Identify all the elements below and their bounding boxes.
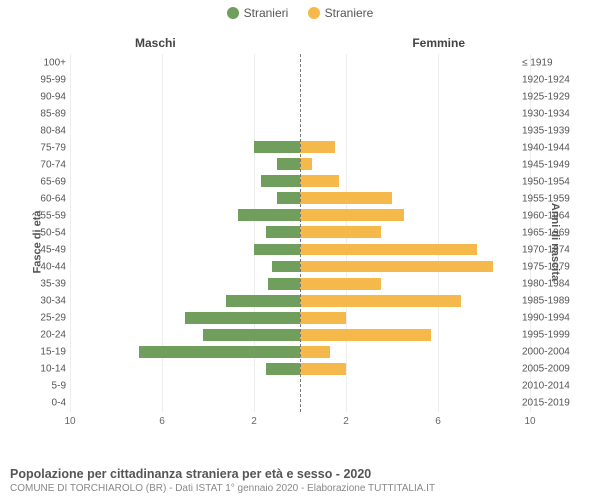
- plot-area: [70, 54, 530, 412]
- legend-label-female: Straniere: [325, 6, 374, 20]
- header-right: Femmine: [412, 36, 465, 50]
- bar-female: [300, 209, 404, 221]
- age-label: 95-99: [24, 74, 66, 85]
- birth-label: 1940-1944: [522, 142, 576, 153]
- legend-swatch-male: [227, 7, 239, 19]
- age-label: 45-49: [24, 245, 66, 256]
- birth-label: 1960-1964: [522, 210, 576, 221]
- age-label: 50-54: [24, 228, 66, 239]
- bar-female: [300, 244, 477, 256]
- x-tick: 10: [524, 416, 535, 427]
- age-label: 25-29: [24, 313, 66, 324]
- bar-female: [300, 158, 312, 170]
- bar-male: [203, 329, 300, 341]
- bar-female: [300, 346, 330, 358]
- birth-label: 1930-1934: [522, 108, 576, 119]
- birth-label: 1955-1959: [522, 193, 576, 204]
- age-label: 35-39: [24, 279, 66, 290]
- bar-male: [277, 192, 300, 204]
- chart-area: Maschi Femmine Fasce di età Anni di nasc…: [0, 32, 600, 452]
- bar-male: [238, 209, 300, 221]
- age-label: 30-34: [24, 296, 66, 307]
- birth-label: 1945-1949: [522, 159, 576, 170]
- age-label: 75-79: [24, 142, 66, 153]
- center-line: [300, 54, 301, 412]
- birth-label: 2015-2019: [522, 398, 576, 409]
- birth-label: 2010-2014: [522, 381, 576, 392]
- x-tick: 6: [435, 416, 441, 427]
- age-label: 80-84: [24, 125, 66, 136]
- bar-male: [277, 158, 300, 170]
- age-label: 70-74: [24, 159, 66, 170]
- bar-male: [272, 261, 300, 273]
- bar-female: [300, 278, 381, 290]
- legend-label-male: Stranieri: [244, 6, 289, 20]
- age-label: 65-69: [24, 176, 66, 187]
- bar-male: [266, 226, 301, 238]
- age-label: 40-44: [24, 262, 66, 273]
- x-axis: 10622610: [70, 416, 530, 432]
- birth-label: 1995-1999: [522, 330, 576, 341]
- age-label: 90-94: [24, 91, 66, 102]
- birth-label: 1950-1954: [522, 176, 576, 187]
- bar-male: [226, 295, 300, 307]
- bar-female: [300, 295, 461, 307]
- birth-label: 1980-1984: [522, 279, 576, 290]
- x-tick: 2: [343, 416, 349, 427]
- bar-male: [185, 312, 300, 324]
- birth-label: 1925-1929: [522, 91, 576, 102]
- bar-male: [254, 141, 300, 153]
- x-tick: 10: [64, 416, 75, 427]
- legend: Stranieri Straniere: [0, 6, 600, 22]
- age-label: 85-89: [24, 108, 66, 119]
- birth-label: 1965-1969: [522, 228, 576, 239]
- header-left: Maschi: [135, 36, 176, 50]
- birth-label: 2005-2009: [522, 364, 576, 375]
- birth-label: ≤ 1919: [522, 57, 576, 68]
- bar-female: [300, 141, 335, 153]
- bar-female: [300, 261, 493, 273]
- pyramid-chart: Stranieri Straniere Maschi Femmine Fasce…: [0, 0, 600, 500]
- footer: Popolazione per cittadinanza straniera p…: [10, 467, 435, 494]
- x-tick: 6: [159, 416, 165, 427]
- age-label: 100+: [24, 57, 66, 68]
- bar-male: [268, 278, 300, 290]
- bar-female: [300, 226, 381, 238]
- legend-swatch-female: [308, 7, 320, 19]
- legend-item-male: Stranieri: [227, 6, 289, 20]
- age-label: 10-14: [24, 364, 66, 375]
- age-label: 55-59: [24, 210, 66, 221]
- bar-male: [139, 346, 300, 358]
- bar-male: [261, 175, 300, 187]
- bar-female: [300, 363, 346, 375]
- birth-label: 2000-2004: [522, 347, 576, 358]
- bar-female: [300, 329, 431, 341]
- birth-label: 1985-1989: [522, 296, 576, 307]
- age-label: 0-4: [24, 398, 66, 409]
- bar-female: [300, 192, 392, 204]
- bar-male: [254, 244, 300, 256]
- bar-female: [300, 175, 339, 187]
- birth-label: 1920-1924: [522, 74, 576, 85]
- footer-title: Popolazione per cittadinanza straniera p…: [10, 467, 435, 481]
- birth-label: 1970-1974: [522, 245, 576, 256]
- birth-label: 1990-1994: [522, 313, 576, 324]
- bar-female: [300, 312, 346, 324]
- x-tick: 2: [251, 416, 257, 427]
- bar-male: [266, 363, 301, 375]
- age-label: 60-64: [24, 193, 66, 204]
- age-label: 15-19: [24, 347, 66, 358]
- age-label: 5-9: [24, 381, 66, 392]
- birth-label: 1975-1979: [522, 262, 576, 273]
- birth-label: 1935-1939: [522, 125, 576, 136]
- legend-item-female: Straniere: [308, 6, 374, 20]
- age-label: 20-24: [24, 330, 66, 341]
- footer-subtitle: COMUNE DI TORCHIAROLO (BR) - Dati ISTAT …: [10, 483, 435, 494]
